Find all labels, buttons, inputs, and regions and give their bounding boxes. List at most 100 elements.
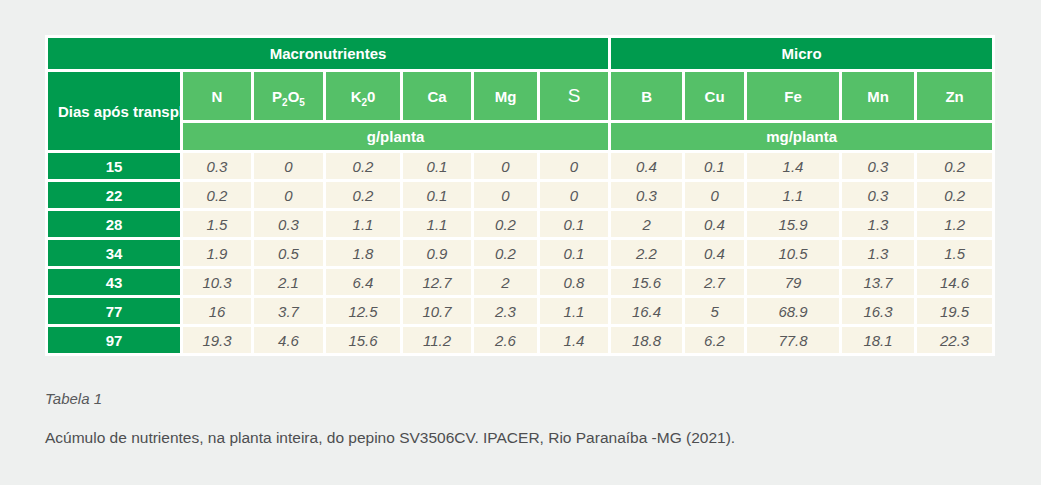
cell-day15-p-o-: 0: [254, 153, 323, 179]
cell-day28-b: 2: [611, 211, 682, 237]
cell-day22-n: 0.2: [183, 182, 251, 208]
cell-day97-b: 18.8: [611, 327, 682, 353]
cell-day77-k-0: 12.5: [326, 298, 400, 324]
row-header-title: Dias após transplante: [48, 72, 180, 150]
cell-day34-zn: 1.5: [917, 240, 992, 266]
column-header-row: Dias após transplanteNP2O5K20CaMgSBCuFeM…: [48, 72, 992, 120]
cell-day97-k-0: 15.6: [326, 327, 400, 353]
cell-day15-fe: 1.4: [747, 153, 839, 179]
column-header-mg: Mg: [474, 72, 537, 120]
cell-day97-cu: 6.2: [685, 327, 744, 353]
cell-day22-fe: 1.1: [747, 182, 839, 208]
cell-day15-b: 0.4: [611, 153, 682, 179]
column-header-fe: Fe: [747, 72, 839, 120]
cell-day34-s: 0.1: [540, 240, 608, 266]
unit-header-row: g/plantamg/planta: [48, 123, 992, 150]
cell-day97-zn: 22.3: [917, 327, 992, 353]
cell-day34-p-o-: 0.5: [254, 240, 323, 266]
cell-day28-k-0: 1.1: [326, 211, 400, 237]
cell-day43-zn: 14.6: [917, 269, 992, 295]
cell-day15-ca: 0.1: [403, 153, 471, 179]
cell-day97-fe: 77.8: [747, 327, 839, 353]
cell-day15-mg: 0: [474, 153, 537, 179]
column-header-k-0: K20: [326, 72, 400, 120]
cell-day43-fe: 79: [747, 269, 839, 295]
row-header-day-97: 97: [48, 327, 180, 353]
cell-day97-s: 1.4: [540, 327, 608, 353]
cell-day28-fe: 15.9: [747, 211, 839, 237]
column-header-s: S: [540, 72, 608, 120]
table-row-day-43: 4310.32.16.412.720.815.62.77913.714.6: [48, 269, 992, 295]
unit-header-mg-planta: mg/planta: [611, 123, 992, 150]
cell-day28-ca: 1.1: [403, 211, 471, 237]
column-header-cu: Cu: [685, 72, 744, 120]
cell-day34-mg: 0.2: [474, 240, 537, 266]
cell-day77-n: 16: [183, 298, 251, 324]
cell-day97-n: 19.3: [183, 327, 251, 353]
cell-day28-mg: 0.2: [474, 211, 537, 237]
cell-day77-mn: 16.3: [842, 298, 914, 324]
cell-day28-cu: 0.4: [685, 211, 744, 237]
table-label: Tabela 1: [45, 390, 996, 407]
cell-day22-mn: 0.3: [842, 182, 914, 208]
cell-day22-s: 0: [540, 182, 608, 208]
cell-day34-n: 1.9: [183, 240, 251, 266]
cell-day97-p-o-: 4.6: [254, 327, 323, 353]
cell-day43-k-0: 6.4: [326, 269, 400, 295]
cell-day34-mn: 1.3: [842, 240, 914, 266]
caption-block: Tabela 1 Acúmulo de nutrientes, na plant…: [45, 390, 996, 447]
cell-day22-k-0: 0.2: [326, 182, 400, 208]
row-header-day-34: 34: [48, 240, 180, 266]
cell-day77-b: 16.4: [611, 298, 682, 324]
cell-day77-s: 1.1: [540, 298, 608, 324]
cell-day28-n: 1.5: [183, 211, 251, 237]
cell-day22-ca: 0.1: [403, 182, 471, 208]
column-header-p-o-: P2O5: [254, 72, 323, 120]
table-row-day-22: 220.200.20.1000.301.10.30.2: [48, 182, 992, 208]
cell-day77-p-o-: 3.7: [254, 298, 323, 324]
cell-day28-p-o-: 0.3: [254, 211, 323, 237]
unit-header-g-planta: g/planta: [183, 123, 608, 150]
cell-day15-s: 0: [540, 153, 608, 179]
cell-day43-p-o-: 2.1: [254, 269, 323, 295]
cell-day15-zn: 0.2: [917, 153, 992, 179]
row-header-day-77: 77: [48, 298, 180, 324]
cell-day43-mn: 13.7: [842, 269, 914, 295]
cell-day34-cu: 0.4: [685, 240, 744, 266]
row-header-day-43: 43: [48, 269, 180, 295]
cell-day43-mg: 2: [474, 269, 537, 295]
cell-day28-s: 0.1: [540, 211, 608, 237]
cell-day22-p-o-: 0: [254, 182, 323, 208]
group-header-micro: Micro: [611, 38, 992, 69]
cell-day22-cu: 0: [685, 182, 744, 208]
cell-day43-n: 10.3: [183, 269, 251, 295]
group-header-row: MacronutrientesMicro: [48, 38, 992, 69]
cell-day43-cu: 2.7: [685, 269, 744, 295]
cell-day97-mg: 2.6: [474, 327, 537, 353]
cell-day77-ca: 10.7: [403, 298, 471, 324]
cell-day43-s: 0.8: [540, 269, 608, 295]
cell-day34-b: 2.2: [611, 240, 682, 266]
cell-day15-n: 0.3: [183, 153, 251, 179]
column-header-zn: Zn: [917, 72, 992, 120]
cell-day77-mg: 2.3: [474, 298, 537, 324]
column-header-ca: Ca: [403, 72, 471, 120]
cell-day28-zn: 1.2: [917, 211, 992, 237]
cell-day22-b: 0.3: [611, 182, 682, 208]
column-header-b: B: [611, 72, 682, 120]
group-header-macronutrientes: Macronutrientes: [48, 38, 608, 69]
row-header-day-28: 28: [48, 211, 180, 237]
cell-day15-mn: 0.3: [842, 153, 914, 179]
cell-day15-cu: 0.1: [685, 153, 744, 179]
cell-day15-k-0: 0.2: [326, 153, 400, 179]
column-header-mn: Mn: [842, 72, 914, 120]
cell-day77-cu: 5: [685, 298, 744, 324]
cell-day34-ca: 0.9: [403, 240, 471, 266]
table-row-day-15: 150.300.20.1000.40.11.40.30.2: [48, 153, 992, 179]
cell-day77-fe: 68.9: [747, 298, 839, 324]
cell-day97-ca: 11.2: [403, 327, 471, 353]
table-row-day-28: 281.50.31.11.10.20.120.415.91.31.2: [48, 211, 992, 237]
nutrient-table: MacronutrientesMicro Dias após transplan…: [45, 35, 995, 356]
row-header-day-22: 22: [48, 182, 180, 208]
cell-day34-fe: 10.5: [747, 240, 839, 266]
